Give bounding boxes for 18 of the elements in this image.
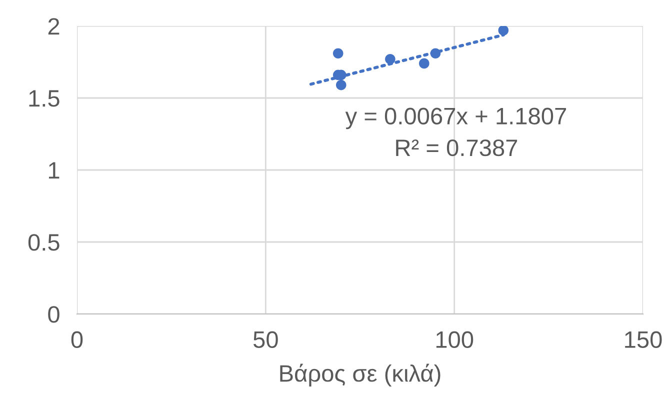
y-tick-label: 0.5 [28,234,60,251]
y-tick-label: 2 [48,18,60,35]
x-tick-label: 50 [253,331,278,348]
x-axis-title: Βάρος σε (κιλά) [280,364,440,386]
point [332,48,344,59]
x-tick-label: 150 [625,331,662,348]
x-tick-label: 0 [71,331,83,348]
point [336,80,346,90]
y-tick-label: 1 [49,162,60,179]
point [418,58,430,69]
annotation: R² = 0.7387 [396,139,518,156]
point [385,54,396,64]
point [430,48,441,59]
y-tick-label: 0 [48,306,60,323]
point [498,26,509,36]
x-tick-label: 100 [436,331,474,348]
annotation: y = 0.0067x + 1.1807 [345,108,566,130]
y-tick-label: 1.5 [29,90,60,107]
